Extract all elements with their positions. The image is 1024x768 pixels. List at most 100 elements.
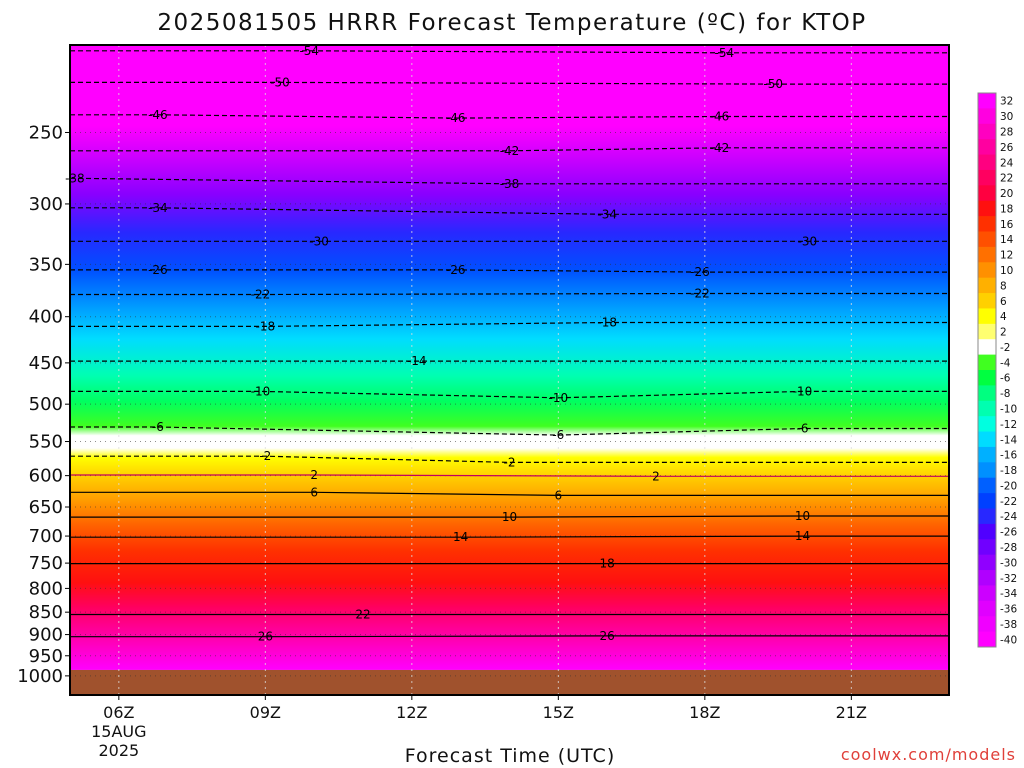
contour-label: -34	[597, 207, 617, 221]
colorbar-label: 8	[1000, 280, 1007, 292]
y-tick-label: 600	[29, 466, 63, 487]
contour-label: 18	[600, 557, 615, 571]
colorbar-label: -14	[1000, 434, 1017, 446]
contour-line	[70, 390, 949, 399]
colorbar-label: -32	[1000, 573, 1017, 585]
colorbar-label: -20	[1000, 480, 1017, 492]
y-tick-label: 450	[29, 353, 63, 374]
colorbar-label: -36	[1000, 604, 1017, 616]
contour-label: -18	[597, 316, 617, 330]
contour-label: -34	[148, 201, 168, 215]
colorbar-label: -4	[1000, 357, 1011, 369]
contour-label: -18	[256, 319, 276, 333]
x-date-label: 15AUG	[91, 722, 146, 741]
contour-label: -22	[690, 286, 710, 300]
x-tick-label: 06Z	[103, 703, 134, 722]
contour-line	[70, 535, 949, 538]
contour-line	[70, 207, 949, 215]
colorbar-swatch	[978, 246, 996, 263]
contour-label: 6	[310, 485, 318, 499]
contour-label: -26	[690, 265, 710, 279]
contour-label: -30	[798, 234, 818, 248]
contour-label: -6	[797, 421, 809, 435]
colorbar-swatch	[978, 108, 996, 125]
colorbar-swatch	[978, 477, 996, 494]
colorbar-swatch	[978, 493, 996, 509]
contour-label: -10	[251, 384, 271, 398]
colorbar-swatch	[978, 585, 996, 602]
colorbar-swatch	[978, 200, 996, 217]
colorbar-swatch	[978, 431, 996, 448]
colorbar-label: 12	[1000, 250, 1013, 262]
colorbar-label: -28	[1000, 542, 1017, 554]
colorbar-swatch	[978, 169, 996, 186]
y-tick-label: 550	[29, 432, 63, 453]
contour-label: -46	[710, 109, 730, 123]
colorbar-label: -22	[1000, 496, 1017, 508]
contour-label: 26	[258, 630, 273, 644]
contour-label: 22	[355, 607, 370, 621]
colorbar-swatch	[978, 523, 996, 540]
contour-label: -42	[710, 141, 730, 155]
contour-label: -54	[299, 44, 319, 58]
colorbar-label: -16	[1000, 450, 1017, 462]
colorbar-swatch	[978, 508, 996, 525]
credit-link[interactable]: coolwx.com/models	[840, 745, 1016, 764]
contour-label: 14	[795, 529, 810, 543]
x-tick-label: 18Z	[689, 703, 720, 722]
contour-label: -6	[552, 428, 564, 442]
contour-line	[70, 177, 949, 185]
contour-label: -46	[446, 111, 466, 125]
contour-line	[70, 147, 949, 152]
colorbar-label: -2	[1000, 342, 1010, 354]
colorbar-label: 16	[1000, 219, 1014, 231]
y-tick-label: 350	[29, 254, 63, 275]
colorbar-label: 6	[1000, 296, 1007, 308]
colorbar-swatch	[978, 446, 996, 463]
temperature-fill	[70, 45, 949, 670]
colorbar-swatch	[978, 139, 996, 156]
contour-line	[70, 269, 949, 273]
colorbar-swatch	[978, 616, 996, 633]
contour-label: 10	[795, 509, 810, 523]
colorbar-label: -10	[1000, 403, 1017, 415]
colorbar-label: 26	[1000, 142, 1014, 154]
x-tick-label: 15Z	[543, 703, 574, 722]
contour-line	[70, 474, 949, 477]
contour-label: 26	[600, 629, 615, 643]
contour-line	[70, 81, 949, 85]
contour-line	[70, 491, 949, 496]
colorbar-label: 14	[1000, 234, 1014, 246]
y-tick-label: 250	[29, 122, 63, 143]
contour-label: -38	[500, 177, 520, 191]
contour-label: -42	[500, 144, 520, 158]
contour-lines	[70, 50, 949, 638]
colorbar-label: -8	[1000, 388, 1010, 400]
plot-frame	[69, 44, 950, 696]
contour-label: -30	[309, 234, 329, 248]
contour-label: -14	[407, 354, 427, 368]
y-tick-label: 500	[29, 394, 63, 415]
colorbar-swatch	[978, 277, 996, 294]
contour-label: -22	[251, 288, 271, 302]
colorbar-swatch	[978, 93, 996, 109]
colorbar-frame	[977, 92, 997, 648]
colorbar-swatch	[978, 570, 996, 586]
colorbar-label: -30	[1000, 557, 1017, 569]
colorbar-swatch	[978, 185, 996, 202]
x-tick-label: 12Z	[396, 703, 427, 722]
contour-label: -6	[152, 420, 164, 434]
y-tick-label: 950	[29, 646, 63, 667]
colorbar-swatch	[978, 308, 996, 325]
colorbar-swatch	[978, 231, 996, 248]
contour-label: -38	[65, 171, 85, 185]
contour-label: -26	[446, 263, 466, 277]
colorbar-swatch	[978, 293, 996, 309]
y-tick-label: 800	[29, 578, 63, 599]
contour-label: -10	[793, 384, 813, 398]
contour-label: 14	[453, 530, 468, 544]
y-tick-label: 750	[29, 553, 63, 574]
contour-line	[70, 426, 949, 436]
colorbar-label: 10	[1000, 265, 1013, 277]
